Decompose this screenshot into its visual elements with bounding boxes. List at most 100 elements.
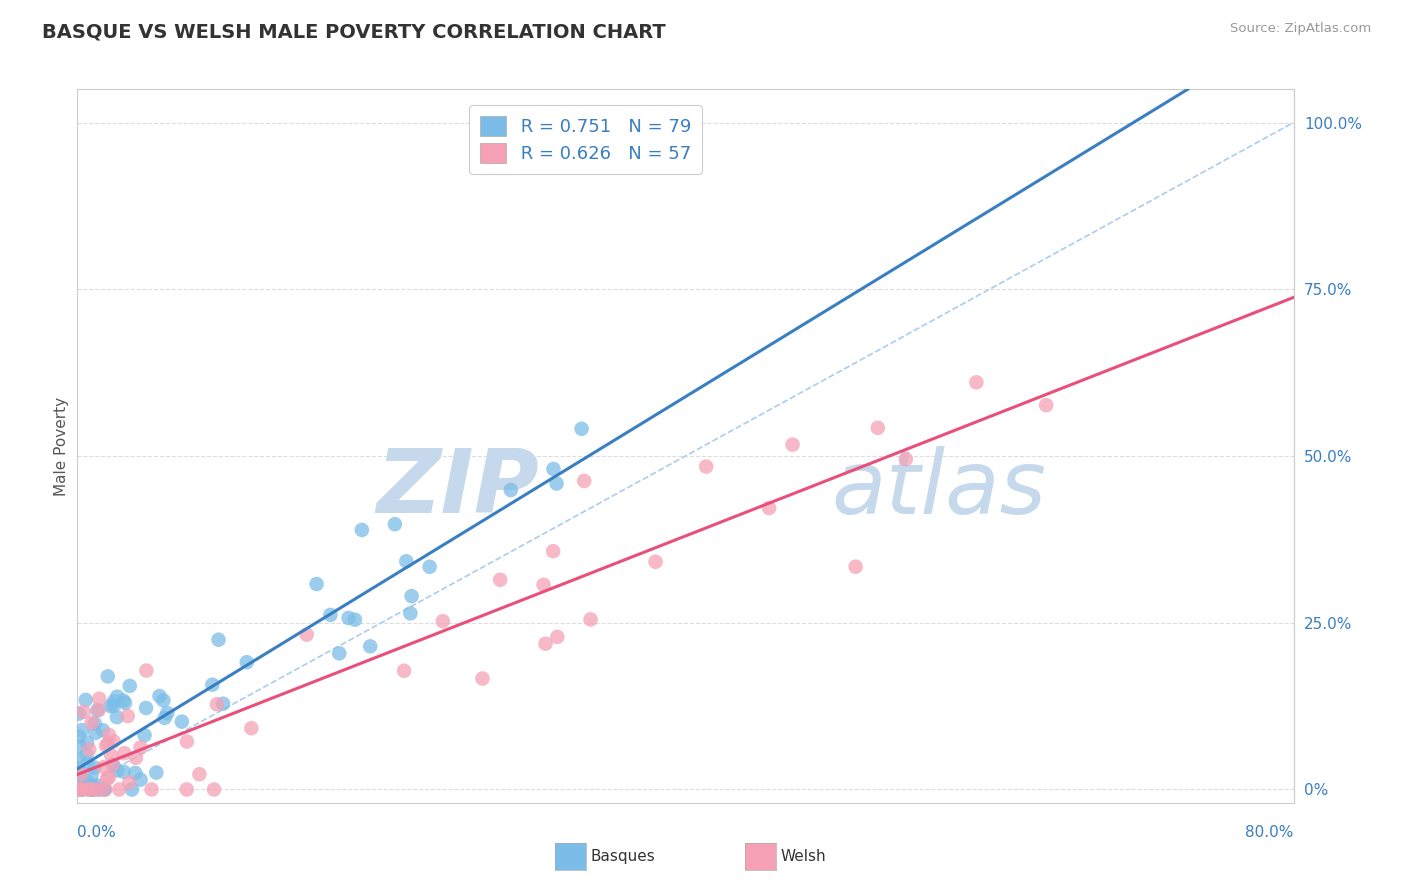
Point [782,437,804,451]
Point [105,690,128,704]
Point [205,698,228,712]
Point [79,782,101,797]
Point [135,664,157,678]
Point [97,770,120,784]
Point [67,782,90,797]
Point [105,710,128,724]
Text: atlas: atlas [831,446,1046,532]
Point [77,779,100,793]
Point [80,767,103,781]
Point [83,716,105,731]
Point [86,703,108,717]
Point [134,728,156,742]
Point [103,694,125,708]
Point [212,697,235,711]
Point [695,459,717,474]
Text: 80.0%: 80.0% [1246,825,1294,840]
Point [69,782,91,797]
Point [73,705,96,719]
Point [101,757,124,772]
Point [202,782,225,797]
Point [148,689,170,703]
Point [118,679,141,693]
Point [87,779,110,793]
Text: Welsh: Welsh [780,849,825,863]
Point [118,775,141,789]
Point [845,559,868,574]
Point [67,777,90,791]
Point [70,767,93,781]
Point [343,613,366,627]
Point [76,773,98,788]
Point [432,614,454,628]
Point [1035,398,1057,412]
Point [894,452,917,467]
Point [207,632,229,647]
Point [87,782,110,797]
Point [156,706,179,720]
Point [328,646,350,660]
Point [82,782,104,797]
Point [89,691,111,706]
Point [100,748,122,763]
Point [471,672,494,686]
Point [69,739,91,754]
Point [77,782,100,797]
Point [392,664,415,678]
Point [546,630,568,644]
Point [87,703,110,717]
Point [94,739,117,753]
Point [201,678,224,692]
Point [350,523,373,537]
Point [76,756,98,771]
Point [91,723,114,738]
Point [80,782,103,797]
Point [100,699,122,714]
Point [384,517,406,532]
Point [546,476,568,491]
Point [83,780,105,794]
Point [76,735,98,749]
Point [67,782,90,797]
Point [80,715,103,730]
Point [103,758,125,772]
Point [112,764,135,779]
Point [72,782,94,797]
Point [419,559,441,574]
Point [170,714,193,729]
Point [571,422,593,436]
Point [337,611,360,625]
Point [236,655,259,669]
Point [112,746,135,760]
Point [77,780,100,794]
Point [359,640,381,654]
Point [69,782,91,797]
Y-axis label: Male Poverty: Male Poverty [53,396,69,496]
Point [395,554,418,568]
Text: ZIP: ZIP [377,445,540,533]
Point [965,376,987,390]
Point [103,734,125,748]
Point [319,607,342,622]
Point [94,782,117,797]
Point [77,742,100,756]
Point [176,782,198,797]
Point [93,782,115,797]
Point [82,779,104,793]
Point [70,771,93,785]
Point [644,555,666,569]
Point [295,627,318,641]
Point [572,474,595,488]
Point [124,766,146,780]
Legend:  R = 0.751   N = 79,  R = 0.626   N = 57: R = 0.751 N = 79, R = 0.626 N = 57 [470,105,702,174]
Point [69,782,91,797]
Point [82,782,104,797]
Point [117,709,139,723]
Text: BASQUE VS WELSH MALE POVERTY CORRELATION CHART: BASQUE VS WELSH MALE POVERTY CORRELATION… [42,22,666,41]
Point [125,751,148,765]
Point [135,701,157,715]
Point [93,760,115,774]
Point [534,637,557,651]
Point [83,782,105,797]
Point [240,721,263,735]
